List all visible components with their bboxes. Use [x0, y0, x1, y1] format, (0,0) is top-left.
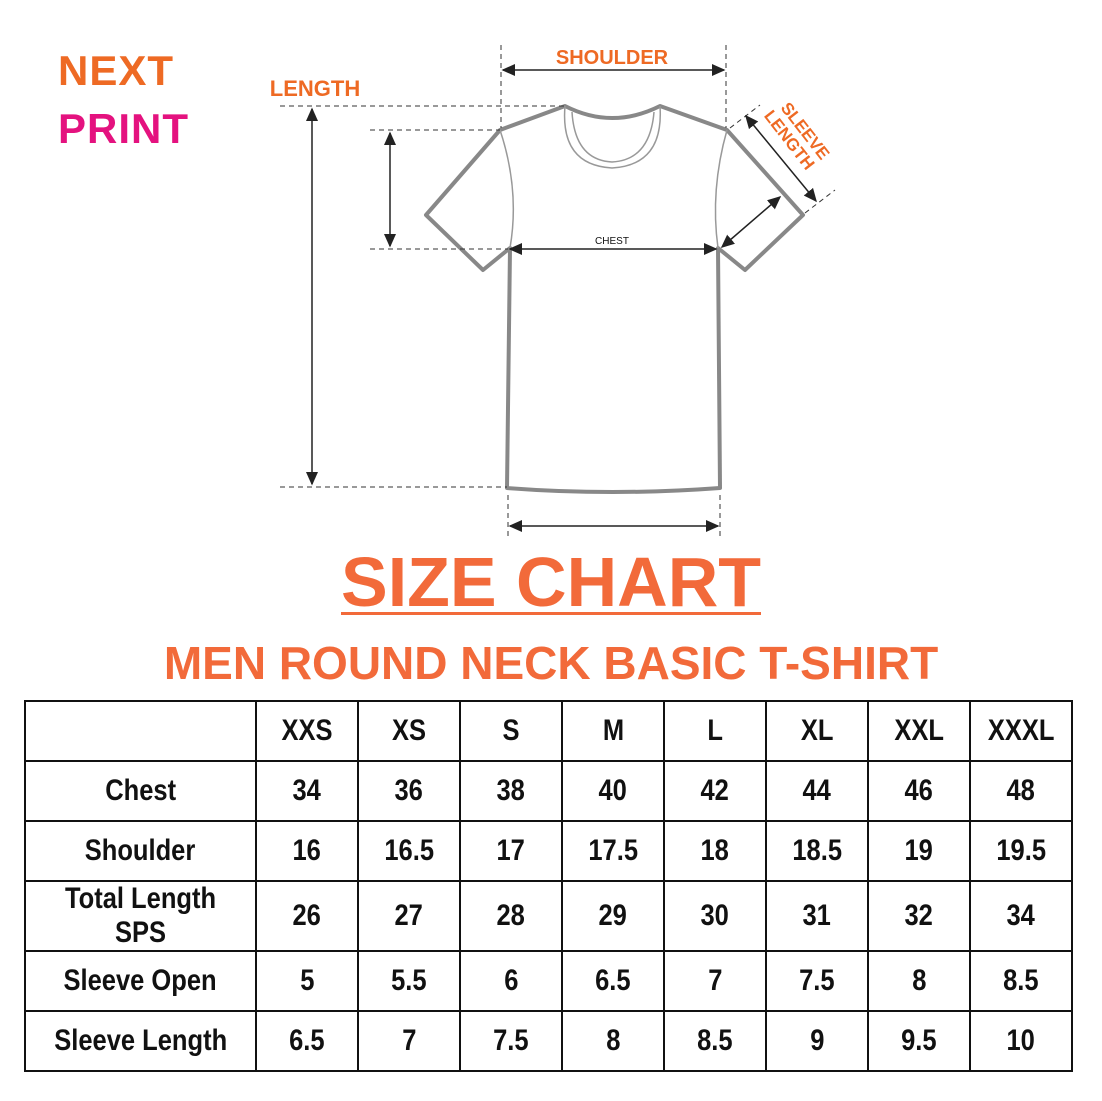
table-cell: 19.5 [969, 820, 1073, 882]
table-cell: 38 [459, 760, 563, 822]
table-cell: 18 [663, 820, 767, 882]
tshirt-diagram: SHOULDER LENGTH CHEST SLEEVE LENGTH [270, 45, 836, 540]
table-cell: 6.5 [561, 950, 665, 1012]
table-cell: 10 [969, 1010, 1073, 1072]
length-label: LENGTH [270, 76, 360, 101]
table-cell: 5 [255, 950, 359, 1012]
brand-logo-print: PRINT [58, 105, 189, 152]
table-cell: 9.5 [867, 1010, 971, 1072]
size-header: L [663, 700, 767, 762]
table-cell: 9 [765, 1010, 869, 1072]
table-cell: 27 [357, 880, 461, 952]
size-header: S [459, 700, 563, 762]
table-cell: 34 [969, 880, 1073, 952]
table-row: Sleeve Length 6.5 7 7.5 8 8.5 9 9.5 10 [24, 1010, 1073, 1072]
table-cell: 30 [663, 880, 767, 952]
title-text: SIZE CHART [341, 543, 761, 621]
row-label: Total Length SPS [24, 880, 257, 952]
table-cell: 42 [663, 760, 767, 822]
table-cell: 28 [459, 880, 563, 952]
table-cell: 32 [867, 880, 971, 952]
table-cell: 6 [459, 950, 563, 1012]
corner-cell [24, 700, 257, 762]
table-cell: 44 [765, 760, 869, 822]
size-header: XS [357, 700, 461, 762]
row-label: Sleeve Length [24, 1010, 257, 1072]
page-title: SIZE CHART [0, 542, 1102, 622]
table-cell: 46 [867, 760, 971, 822]
row-label: Shoulder [24, 820, 257, 882]
tshirt-outline [424, 104, 805, 494]
table-cell: 16.5 [357, 820, 461, 882]
table-cell: 7 [357, 1010, 461, 1072]
size-header: XXS [255, 700, 359, 762]
size-header: XXL [867, 700, 971, 762]
table-row: Total Length SPS 26 27 28 29 30 31 32 34 [24, 880, 1073, 952]
table-cell: 8.5 [663, 1010, 767, 1072]
row-label: Sleeve Open [24, 950, 257, 1012]
table-cell: 17.5 [561, 820, 665, 882]
brand-logo-next: NEXT [58, 47, 175, 94]
shoulder-label: SHOULDER [556, 47, 669, 69]
table-cell: 31 [765, 880, 869, 952]
table-cell: 7 [663, 950, 767, 1012]
chest-label: CHEST [595, 236, 629, 247]
table-row: Sleeve Open 5 5.5 6 6.5 7 7.5 8 8.5 [24, 950, 1073, 1012]
table-cell: 29 [561, 880, 665, 952]
table-cell: 16 [255, 820, 359, 882]
table-cell: 36 [357, 760, 461, 822]
size-table: XXS XS S M L XL XXL XXXL Chest 34 36 38 40 42… [24, 700, 1073, 1072]
table-cell: 40 [561, 760, 665, 822]
table-cell: 48 [969, 760, 1073, 822]
table-cell: 7.5 [459, 1010, 563, 1072]
table-cell: 8 [867, 950, 971, 1012]
page-subtitle: MEN ROUND NECK BASIC T-SHIRT [163, 637, 939, 689]
table-cell: 5.5 [357, 950, 461, 1012]
table-cell: 34 [255, 760, 359, 822]
table-cell: 6.5 [255, 1010, 359, 1072]
table-header-row: XXS XS S M L XL XXL XXXL [24, 700, 1073, 762]
table-cell: 26 [255, 880, 359, 952]
guide-lines [280, 45, 836, 540]
table-cell: 19 [867, 820, 971, 882]
size-header: M [561, 700, 665, 762]
table-cell: 8.5 [969, 950, 1073, 1012]
size-header: XL [765, 700, 869, 762]
table-cell: 17 [459, 820, 563, 882]
row-label: Chest [24, 760, 257, 822]
table-row: Chest 34 36 38 40 42 44 46 48 [24, 760, 1073, 822]
table-cell: 8 [561, 1010, 665, 1072]
table-row: Shoulder 16 16.5 17 17.5 18 18.5 19 19.5 [24, 820, 1073, 882]
size-header: XXXL [969, 700, 1073, 762]
table-cell: 18.5 [765, 820, 869, 882]
measure-arrows [306, 64, 817, 532]
table-cell: 7.5 [765, 950, 869, 1012]
